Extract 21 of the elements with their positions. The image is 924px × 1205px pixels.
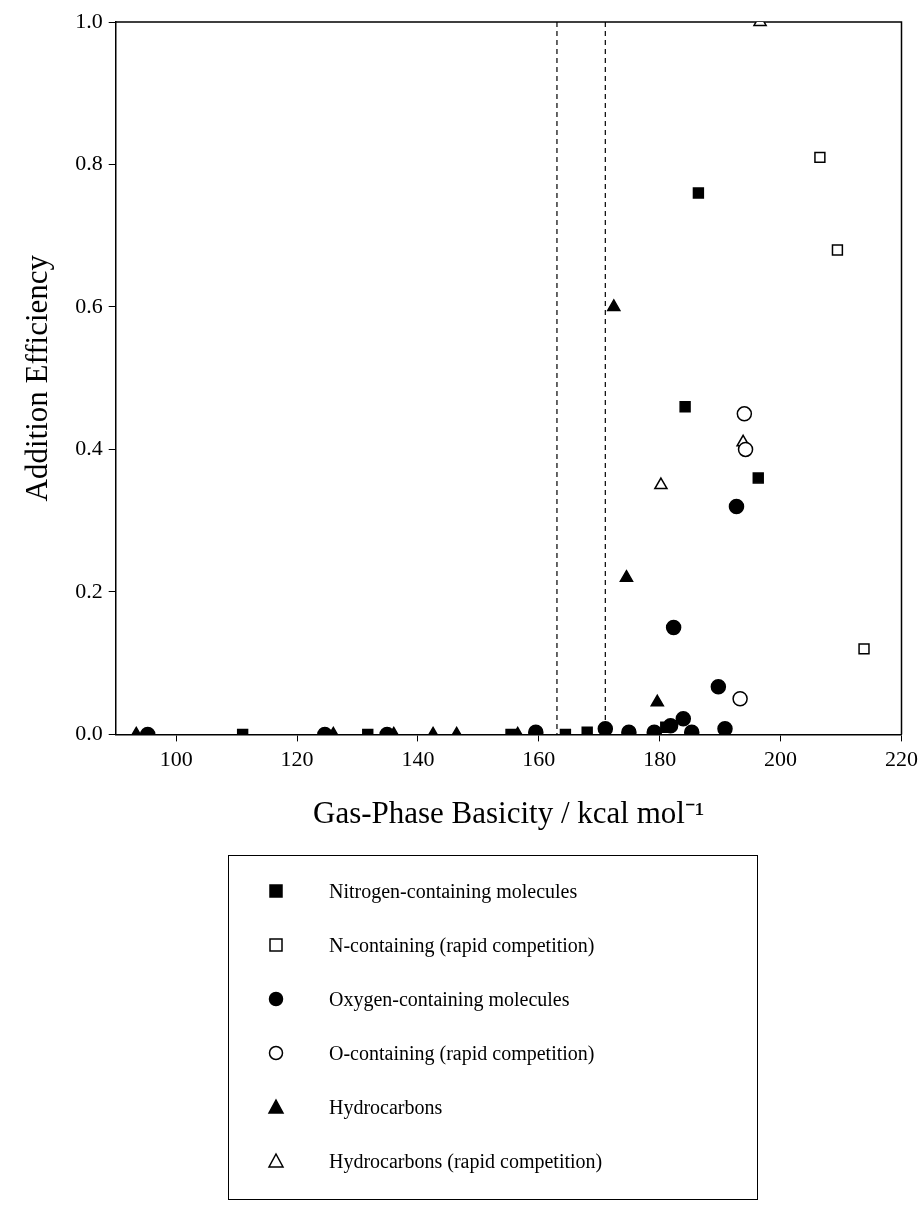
y-tick-label: 0.4: [75, 435, 103, 461]
legend-label: Hydrocarbons: [329, 1095, 443, 1119]
x-tick-label: 140: [401, 746, 435, 772]
legend-label: Oxygen-containing molecules: [329, 987, 570, 1011]
y-tick-label: 0.2: [75, 577, 103, 603]
legend-label: N-containing (rapid competition): [329, 933, 595, 957]
x-tick-label: 160: [522, 746, 556, 772]
y-tick-label: 0.6: [75, 292, 103, 318]
x-tick-label: 200: [764, 746, 798, 772]
legend-label: Hydrocarbons (rapid competition): [329, 1149, 603, 1173]
y-axis-title: Addition Efficiency: [18, 254, 54, 502]
x-tick-label: 120: [280, 746, 314, 772]
x-tick-label: 220: [885, 746, 918, 772]
y-tick-label: 0.0: [75, 720, 103, 746]
x-axis-title: Gas-Phase Basicity / kcal mol⁻¹: [312, 794, 705, 830]
y-tick-label: 1.0: [75, 7, 103, 33]
legend-label: O-containing (rapid competition): [329, 1041, 595, 1065]
legend-label: Nitrogen-containing molecules: [329, 879, 578, 903]
x-tick-label: 100: [159, 746, 193, 772]
y-tick-label: 0.8: [75, 150, 103, 176]
x-tick-label: 180: [643, 746, 677, 772]
